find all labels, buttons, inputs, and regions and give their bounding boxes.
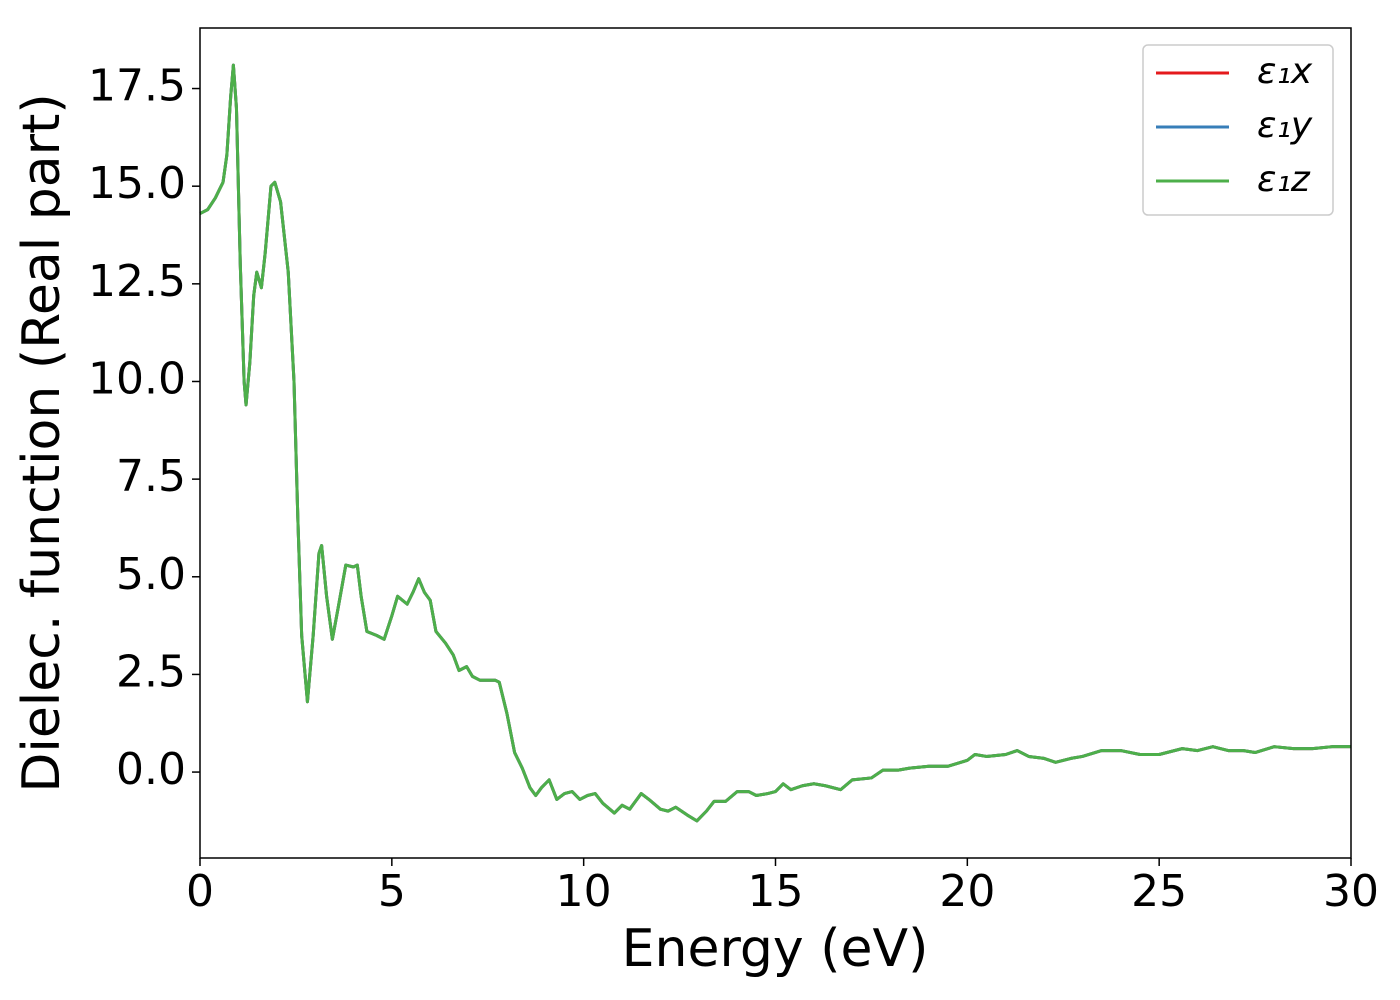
y-tick-label: 10.0 — [88, 353, 186, 404]
legend-box — [1142, 44, 1334, 216]
x-tick-label: 15 — [748, 866, 804, 917]
y-tick-label: 12.5 — [88, 256, 186, 307]
x-tick-label: 30 — [1323, 866, 1379, 917]
legend-label: ε₁y — [1257, 105, 1313, 146]
y-tick-label: 17.5 — [88, 61, 186, 112]
y-tick-label: 0.0 — [116, 744, 186, 795]
x-tick-label: 25 — [1131, 866, 1187, 917]
legend-label: ε₁x — [1257, 51, 1313, 92]
legend-label: ε₁z — [1257, 159, 1311, 200]
x-tick-label: 10 — [556, 866, 612, 917]
y-tick-label: 5.0 — [116, 549, 186, 600]
x-tick-label: 5 — [378, 866, 406, 917]
y-tick-label: 2.5 — [116, 646, 186, 697]
y-axis-label: Dielec. function (Real part) — [12, 93, 72, 792]
x-tick-label: 0 — [186, 866, 214, 917]
x-axis-label: Energy (eV) — [622, 919, 929, 979]
plot-frame — [199, 27, 1352, 859]
y-tick-label: 15.0 — [88, 158, 186, 209]
data-line — [199, 63, 1351, 823]
x-tick-label: 20 — [939, 866, 995, 917]
y-tick-label: 7.5 — [116, 451, 186, 502]
